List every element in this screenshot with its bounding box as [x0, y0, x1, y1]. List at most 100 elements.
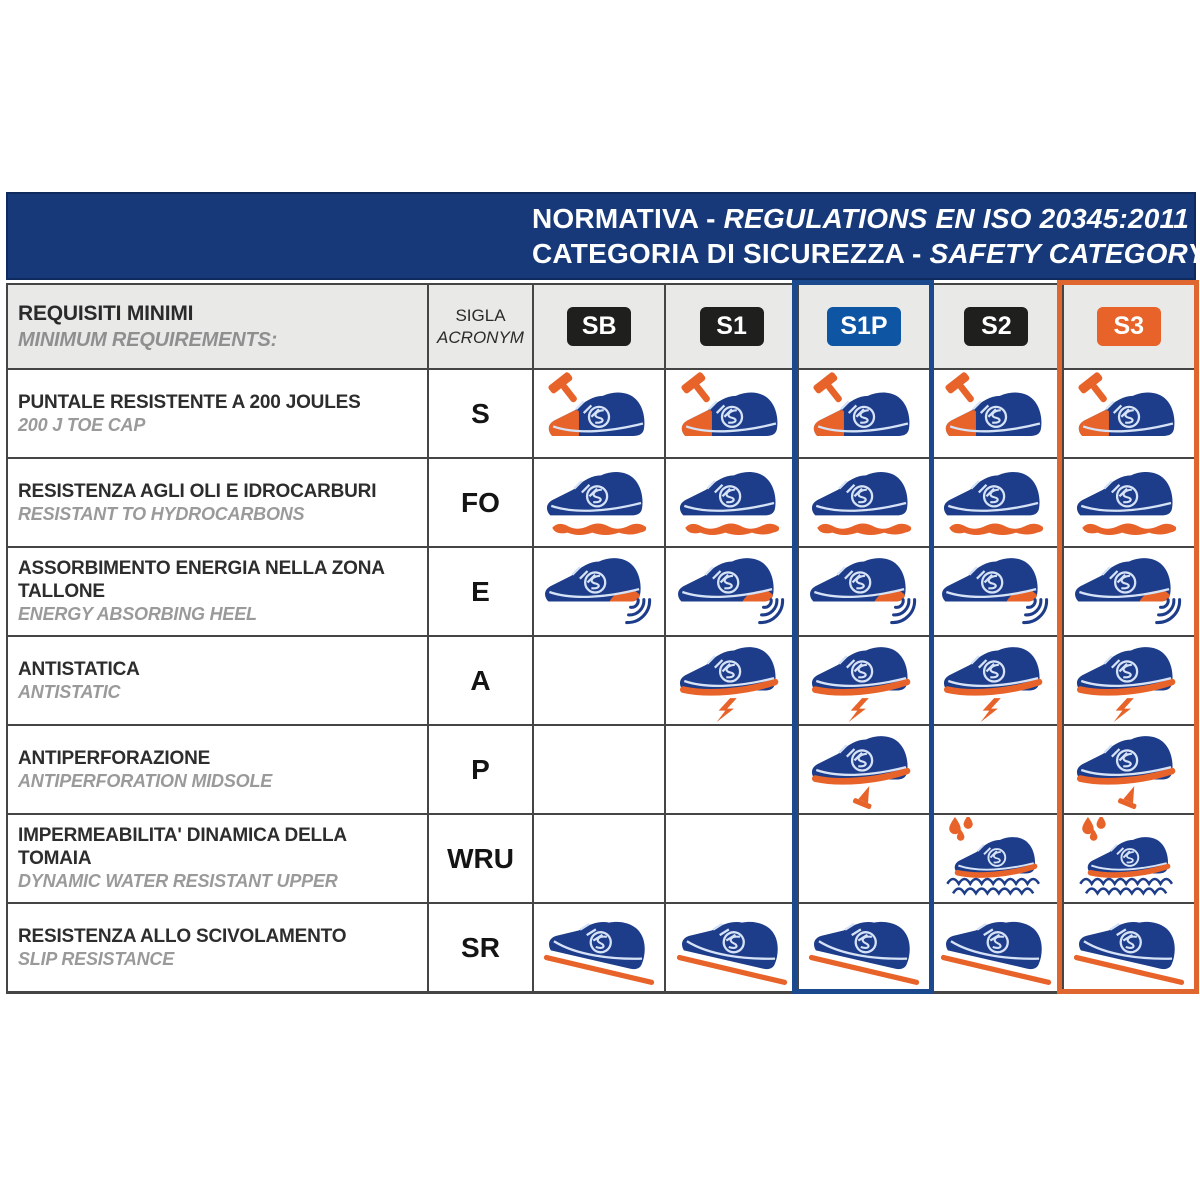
- requirement-subtitle: RESISTANT TO HYDROCARBONS: [18, 503, 305, 524]
- requirements-header-subtitle: MINIMUM REQUIREMENTS:: [18, 328, 278, 351]
- requirement-subtitle: 200 J TOE CAP: [18, 414, 146, 435]
- energy-absorbing-heel-shoe-icon: [806, 550, 922, 634]
- acronym-header-cell: SIGLA ACRONYM: [427, 285, 532, 368]
- pictogram-cell: [664, 457, 797, 546]
- category-header-cell-s1p: S1P: [796, 285, 930, 368]
- slip-resistance-shoe-icon: [1071, 906, 1187, 990]
- requirement-title: ANTISTATICA: [18, 658, 140, 680]
- acronym-value: A: [470, 664, 491, 696]
- pictogram-cell: [1061, 635, 1194, 724]
- slip-resistance-shoe-icon: [806, 906, 922, 990]
- slip-resistance-shoe-icon: [938, 906, 1054, 990]
- pictogram-cell: [664, 635, 797, 724]
- acronym-cell: S: [427, 368, 532, 457]
- acronym-value: E: [471, 575, 490, 607]
- oil-resistant-shoe-icon: [541, 461, 657, 545]
- oil-resistant-shoe-icon: [674, 461, 790, 545]
- requirements-grid: REQUISITI MINIMI MINIMUM REQUIREMENTS: S…: [6, 283, 1196, 994]
- pictogram-cell: [929, 902, 1062, 991]
- requirement-subtitle: ANTIPERFORATION MIDSOLE: [18, 770, 273, 791]
- table-header-banner: NORMATIVA - REGULATIONS EN ISO 20345:201…: [6, 192, 1200, 280]
- banner-line1-regular: NORMATIVA -: [532, 203, 716, 234]
- requirement-row-label: ANTISTATICA ANTISTATIC: [8, 635, 427, 724]
- slip-resistance-shoe-icon: [541, 906, 657, 990]
- pictogram-cell: [929, 546, 1062, 635]
- acronym-value: SR: [461, 931, 500, 963]
- empty-cell: [929, 724, 1062, 813]
- category-badge-s2: S2: [964, 307, 1029, 346]
- acronym-cell: E: [427, 546, 532, 635]
- requirement-title: RESISTENZA AGLI OLI E IDROCARBURI: [18, 480, 377, 502]
- requirements-header-cell: REQUISITI MINIMI MINIMUM REQUIREMENTS:: [8, 285, 427, 368]
- empty-cell: [664, 724, 797, 813]
- antistatic-shoe-icon: [674, 639, 790, 723]
- acronym-cell: SR: [427, 902, 532, 991]
- antiperforation-shoe-icon: [1071, 728, 1187, 812]
- hammer-toe-cap-shoe-icon: [938, 371, 1054, 456]
- requirement-row-label: IMPERMEABILITA' DINAMICA DELLA TOMAIA DYN…: [8, 813, 427, 902]
- requirement-row-label: PUNTALE RESISTENTE A 200 JOULES 200 J TOE…: [8, 368, 427, 457]
- oil-resistant-shoe-icon: [938, 461, 1054, 545]
- category-header-cell-sb: SB: [532, 285, 665, 368]
- pictogram-cell: [664, 368, 797, 457]
- acronym-value: P: [471, 753, 490, 785]
- empty-cell: [532, 813, 665, 902]
- energy-absorbing-heel-shoe-icon: [674, 550, 790, 634]
- antiperforation-shoe-icon: [806, 728, 922, 812]
- acronym-header-line1: SIGLA: [455, 305, 506, 325]
- requirement-title: RESISTENZA ALLO SCIVOLAMENTO: [18, 925, 347, 947]
- energy-absorbing-heel-shoe-icon: [1071, 550, 1187, 634]
- acronym-value: S: [471, 397, 490, 429]
- slip-resistance-shoe-icon: [674, 906, 790, 990]
- pictogram-cell: [1061, 724, 1194, 813]
- pictogram-cell: [796, 902, 930, 991]
- requirement-title: ASSORBIMENTO ENERGIA NELLA ZONA TALLONE: [18, 558, 385, 602]
- requirement-title: PUNTALE RESISTENTE A 200 JOULES: [18, 391, 361, 413]
- category-badge-s3: S3: [1096, 307, 1161, 346]
- acronym-cell: WRU: [427, 813, 532, 902]
- acronym-value: WRU: [447, 842, 514, 874]
- empty-cell: [532, 635, 665, 724]
- pictogram-cell: [532, 368, 665, 457]
- requirement-row-label: RESISTENZA ALLO SCIVOLAMENTO SLIP RESISTA…: [8, 902, 427, 991]
- empty-cell: [796, 813, 930, 902]
- pictogram-cell: [929, 635, 1062, 724]
- acronym-cell: P: [427, 724, 532, 813]
- acronym-cell: A: [427, 635, 532, 724]
- hammer-toe-cap-shoe-icon: [541, 371, 657, 456]
- oil-resistant-shoe-icon: [806, 461, 922, 545]
- requirement-title: ANTIPERFORAZIONE: [18, 747, 211, 769]
- category-header-cell-s1: S1: [664, 285, 797, 368]
- pictogram-cell: [1061, 546, 1194, 635]
- pictogram-cell: [796, 457, 930, 546]
- requirement-row-label: ANTIPERFORAZIONE ANTIPERFORATION MIDSOLE: [8, 724, 427, 813]
- antistatic-shoe-icon: [1071, 639, 1187, 723]
- hammer-toe-cap-shoe-icon: [1071, 371, 1187, 456]
- water-resistant-shoe-icon: [938, 816, 1054, 901]
- requirement-row-label: ASSORBIMENTO ENERGIA NELLA ZONA TALLONE E…: [8, 546, 427, 635]
- category-header-cell-s3: S3: [1061, 285, 1194, 368]
- antistatic-shoe-icon: [938, 639, 1054, 723]
- antistatic-shoe-icon: [806, 639, 922, 723]
- acronym-value: FO: [461, 486, 500, 518]
- safety-table: NORMATIVA - REGULATIONS EN ISO 20345:201…: [6, 192, 1200, 994]
- pictogram-cell: [1061, 457, 1194, 546]
- requirement-subtitle: ANTISTATIC: [18, 681, 121, 702]
- empty-cell: [532, 724, 665, 813]
- pictogram-cell: [664, 902, 797, 991]
- water-resistant-shoe-icon: [1071, 816, 1187, 901]
- pictogram-cell: [532, 902, 665, 991]
- category-badge-s1: S1: [699, 307, 764, 346]
- banner-line2-italic: SAFETY CATEGORY: [929, 238, 1200, 269]
- banner-line-2: CATEGORIA DI SICUREZZA - SAFETY CATEGORY: [532, 236, 1200, 271]
- requirement-title: IMPERMEABILITA' DINAMICA DELLA TOMAIA: [18, 825, 347, 869]
- empty-cell: [664, 813, 797, 902]
- pictogram-cell: [532, 457, 665, 546]
- banner-line1-italic: REGULATIONS EN ISO 20345:2011: [723, 203, 1190, 234]
- energy-absorbing-heel-shoe-icon: [541, 550, 657, 634]
- category-badge-s1p: S1P: [827, 307, 901, 346]
- pictogram-cell: [929, 457, 1062, 546]
- pictogram-cell: [929, 368, 1062, 457]
- requirement-subtitle: DYNAMIC WATER RESISTANT UPPER: [18, 871, 338, 891]
